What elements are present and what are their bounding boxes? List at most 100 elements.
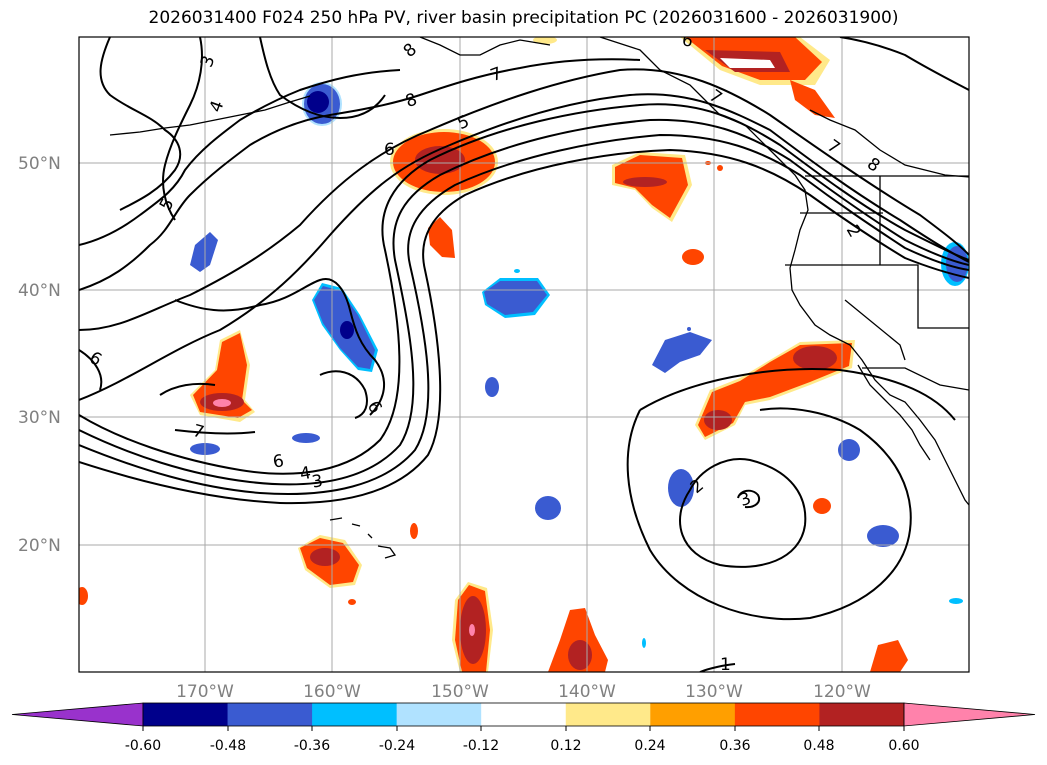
colorbar-segment [481,703,567,726]
colorbar-segment [734,703,820,726]
anomaly-area-neg [838,439,860,461]
anomaly-area-pos [704,410,732,430]
contour-label: 6 [384,140,395,160]
anomaly-area-pos [623,177,667,187]
colorbar-ticks [142,726,905,731]
anomaly-area-neg [514,269,520,273]
anomaly-area-pos [533,37,557,44]
pv-contour [162,37,203,221]
anomaly-area-neg [668,469,694,507]
colorbar-label: -0.12 [463,738,499,754]
pv-contour [699,663,736,672]
pv-contour [99,37,182,211]
latitude-axis: 50°N 40°N 30°N 20°N [18,154,61,556]
state-border-2 [785,264,969,329]
pv-contour [79,103,969,475]
coastlines [109,37,969,559]
baja-coast [857,364,931,461]
pv-contour [79,148,969,505]
anomaly-area-neg [292,433,320,443]
pv-contour [626,407,912,621]
anomaly-area-neg [485,377,499,397]
anomaly-area-pos [310,548,340,566]
lat-label: 40°N [18,281,61,301]
colorbar-segment [650,703,736,726]
aleutian-chain [109,95,311,136]
north-america-coast [599,37,969,506]
anomaly-area-pos [79,587,88,605]
colorbar-label: -0.60 [125,738,161,754]
anomaly-area-pos [717,165,723,171]
pv-contour [79,93,969,401]
hawaii-islands [329,517,397,559]
anomaly-area-neg [867,525,899,547]
anomaly-area-neg [307,91,329,113]
lon-label: 120°W [813,682,871,702]
lat-label: 30°N [18,408,61,428]
lon-label: 160°W [303,682,361,702]
colorbar-frame [142,702,905,727]
anomaly-area-pos [793,346,837,370]
pv-contour [639,368,956,421]
colorbar-label: -0.36 [294,738,330,754]
pv-contour [679,458,807,568]
contour-label: 7 [191,421,207,443]
lon-label: 170°W [176,682,234,702]
lon-label: 130°W [685,682,743,702]
colorbar-segment [227,703,313,726]
anomaly-area-pos [548,608,608,672]
colorbar-label: 0.12 [550,738,581,754]
pv-contour [839,37,969,91]
colorbar-extend-max [903,702,1036,727]
colorbar-label: -0.48 [210,738,246,754]
canada-coast [809,109,969,178]
colorbar-label: 0.36 [719,738,750,754]
anomaly-area-neg [340,321,354,339]
colorbar-segment [565,703,651,726]
lat-label: 50°N [18,154,61,174]
anomaly-area-pos [682,249,704,265]
negative-anomaly-areas [190,82,969,648]
pv-contour [737,489,761,509]
contour-label: 6 [271,451,285,473]
colorbar-label: 0.24 [634,738,665,754]
pv-contour [79,68,969,331]
colorbar-labels: -0.60 -0.48 -0.36 -0.24 -0.12 0.12 0.24 … [125,738,920,754]
anomaly-area-pos [469,624,475,636]
colorbar-label: 0.48 [803,738,834,754]
pv-contour [79,349,103,391]
map-frame [78,36,970,673]
contour-label: 4 [298,463,312,485]
pv-contour [159,382,216,396]
lon-label: 150°W [431,682,489,702]
pv-contours [79,37,969,672]
pv-contour [79,118,969,486]
pv-contour [174,429,256,435]
lon-label: 140°W [558,682,616,702]
pv-contour [174,278,386,416]
longitude-axis: 170°W 160°W 150°W 140°W 130°W 120°W [176,682,871,702]
anomaly-area-neg [190,232,218,272]
positive-anomaly-areas [79,37,908,672]
anomaly-area-pos [720,58,775,68]
pv-contour [319,370,368,419]
anomaly-area-neg [652,332,712,373]
colorbar-extend-min [11,702,144,727]
contour-label: 6 [680,30,694,52]
anomaly-area-pos [213,399,231,407]
anomaly-area-pos [415,146,465,174]
anomaly-area-neg [535,496,561,520]
colorbar-segment [143,703,229,726]
alaska-coast [419,37,551,56]
anomaly-area-pos [348,599,356,605]
colorbar-segment [312,703,398,726]
colorbar-label: 0.60 [888,738,919,754]
anomaly-area-pos [870,640,908,672]
anomaly-area-pos [568,640,592,670]
pv-contour [79,69,401,246]
mexico-border [862,367,969,391]
colorbar: -0.60 -0.48 -0.36 -0.24 -0.12 0.12 0.24 … [11,702,1036,754]
contour-label: 3 [310,471,324,493]
anomaly-area-neg [642,638,646,648]
